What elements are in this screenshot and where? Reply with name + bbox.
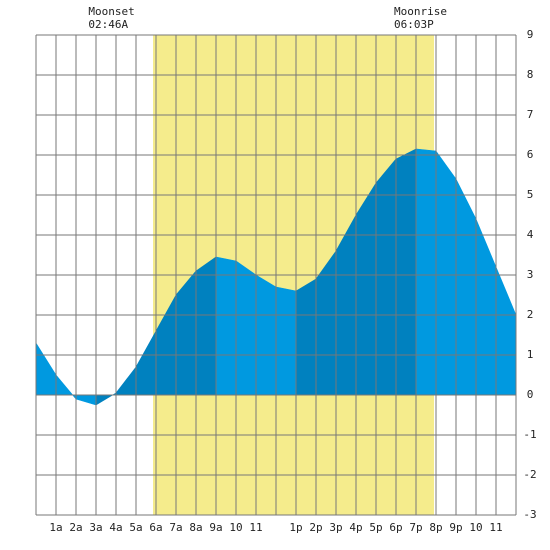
- tide-area: [475, 218, 497, 396]
- tide-area: [195, 256, 217, 396]
- x-tick-label: 8a: [189, 521, 202, 534]
- x-tick-label: 1a: [49, 521, 62, 534]
- tide-area: [455, 178, 477, 396]
- y-tick-label: 5: [527, 188, 534, 201]
- y-tick-label: 6: [527, 148, 534, 161]
- y-tick-label: 2: [527, 308, 534, 321]
- x-tick-label: 1p: [289, 521, 302, 534]
- tide-area: [495, 266, 517, 396]
- x-tick-label: 5a: [129, 521, 142, 534]
- x-tick-label: 2a: [69, 521, 82, 534]
- tide-area: [75, 394, 97, 406]
- x-tick-label: 11: [489, 521, 502, 534]
- moon-event-label: Moonrise: [394, 5, 447, 18]
- x-tick-label: 6a: [149, 521, 162, 534]
- tide-area: [295, 278, 317, 396]
- moon-event-time: 06:03P: [394, 18, 434, 31]
- x-tick-label: 7p: [409, 521, 422, 534]
- x-tick-label: 10: [469, 521, 482, 534]
- tide-area: [375, 158, 397, 396]
- x-tick-label: 11: [249, 521, 262, 534]
- y-tick-label: 8: [527, 68, 534, 81]
- x-tick-label: 3a: [89, 521, 102, 534]
- tide-area: [275, 286, 297, 396]
- y-tick-label: 0: [527, 388, 534, 401]
- tide-area: [35, 341, 57, 396]
- x-tick-label: 8p: [429, 521, 442, 534]
- y-tick-label: -2: [523, 468, 536, 481]
- tide-area: [235, 260, 257, 396]
- y-tick-label: 7: [527, 108, 534, 121]
- tide-area: [115, 366, 137, 396]
- x-tick-label: 7a: [169, 521, 182, 534]
- moon-event-time: 02:46A: [88, 18, 128, 31]
- x-tick-label: 5p: [369, 521, 382, 534]
- tide-area: [215, 256, 237, 396]
- x-tick-label: 6p: [389, 521, 402, 534]
- y-tick-label: 3: [527, 268, 534, 281]
- y-tick-label: 4: [527, 228, 534, 241]
- y-tick-label: -1: [523, 428, 536, 441]
- moon-event-label: Moonset: [88, 5, 134, 18]
- x-tick-label: 10: [229, 521, 242, 534]
- tide-area: [415, 148, 437, 396]
- tide-area: [255, 274, 277, 396]
- y-tick-label: 9: [527, 28, 534, 41]
- x-tick-label: 4a: [109, 521, 122, 534]
- x-tick-label: 3p: [329, 521, 342, 534]
- x-tick-label: 9p: [449, 521, 462, 534]
- tide-area: [435, 150, 457, 396]
- tide-area: [135, 329, 157, 396]
- x-tick-label: 9a: [209, 521, 222, 534]
- x-tick-label: 2p: [309, 521, 322, 534]
- tide-area: [395, 148, 417, 396]
- y-tick-label: 1: [527, 348, 534, 361]
- y-tick-label: -3: [523, 508, 536, 521]
- tide-area: [355, 181, 377, 396]
- x-tick-label: 4p: [349, 521, 362, 534]
